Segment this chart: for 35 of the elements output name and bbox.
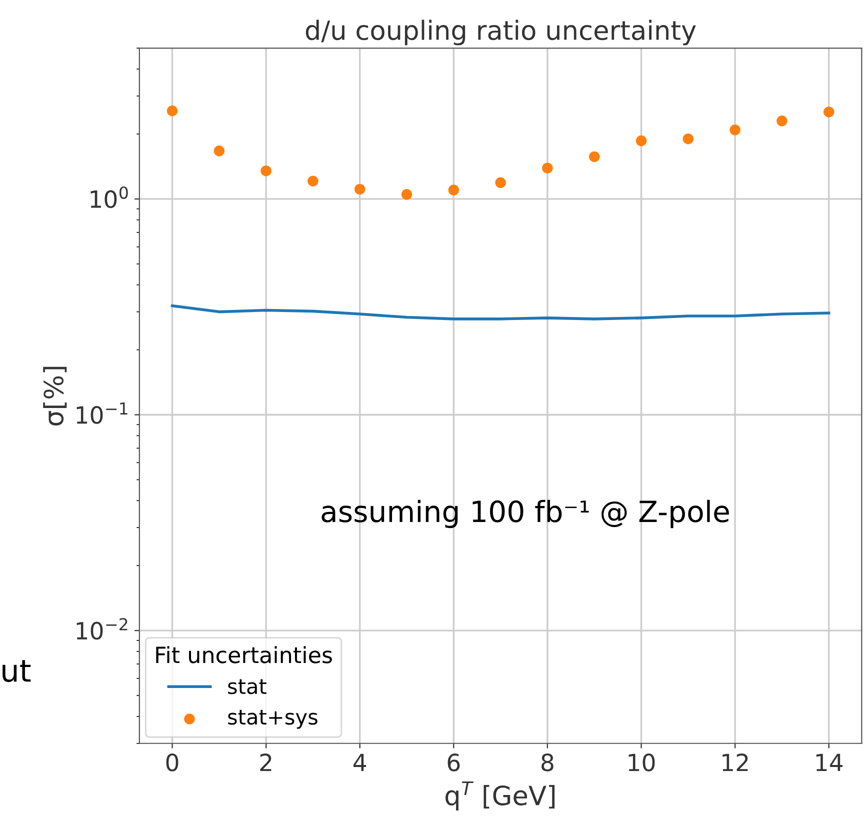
point	[730, 124, 740, 136]
y-tick-label: 10$^{−2}$	[76, 618, 128, 640]
x-tick-label: 10	[628, 754, 655, 772]
point	[636, 135, 647, 146]
point	[308, 176, 318, 186]
point	[448, 184, 460, 196]
point	[401, 189, 412, 200]
point	[260, 165, 272, 176]
x-axis-title: q$^{T}$ [GeV]	[446, 782, 555, 811]
point	[776, 116, 788, 126]
legend-title: Fit uncertainties	[156, 646, 332, 664]
text: ut	[2, 660, 31, 682]
annotation: assuming 100 fb⁻¹ @ Z-pole	[322, 500, 729, 528]
y-axis-title: σ[%]	[43, 366, 67, 426]
point	[588, 151, 600, 162]
point	[495, 177, 506, 188]
legend-label: stat+sys	[228, 710, 318, 729]
x-tick-label: 4	[353, 754, 366, 772]
chart-title: d/u coupling ratio uncertainty	[306, 20, 696, 46]
point	[823, 106, 834, 118]
point	[214, 146, 225, 156]
x-tick-label: 12	[722, 754, 748, 772]
y-tick-label: 10$^{0}$	[90, 186, 128, 208]
y-tick-label: 10$^{−1}$	[76, 402, 128, 424]
x-tick-label: 6	[448, 754, 460, 772]
point	[166, 106, 178, 116]
point	[542, 162, 553, 174]
x-tick-label: 14	[816, 754, 843, 772]
point	[682, 133, 694, 144]
line-series	[170, 304, 830, 320]
x-tick-label: 8	[542, 754, 554, 772]
x-tick-label: 0	[166, 754, 178, 772]
x-tick-label: 2	[260, 754, 272, 772]
point	[354, 184, 366, 195]
legend-label: stat	[228, 679, 266, 694]
